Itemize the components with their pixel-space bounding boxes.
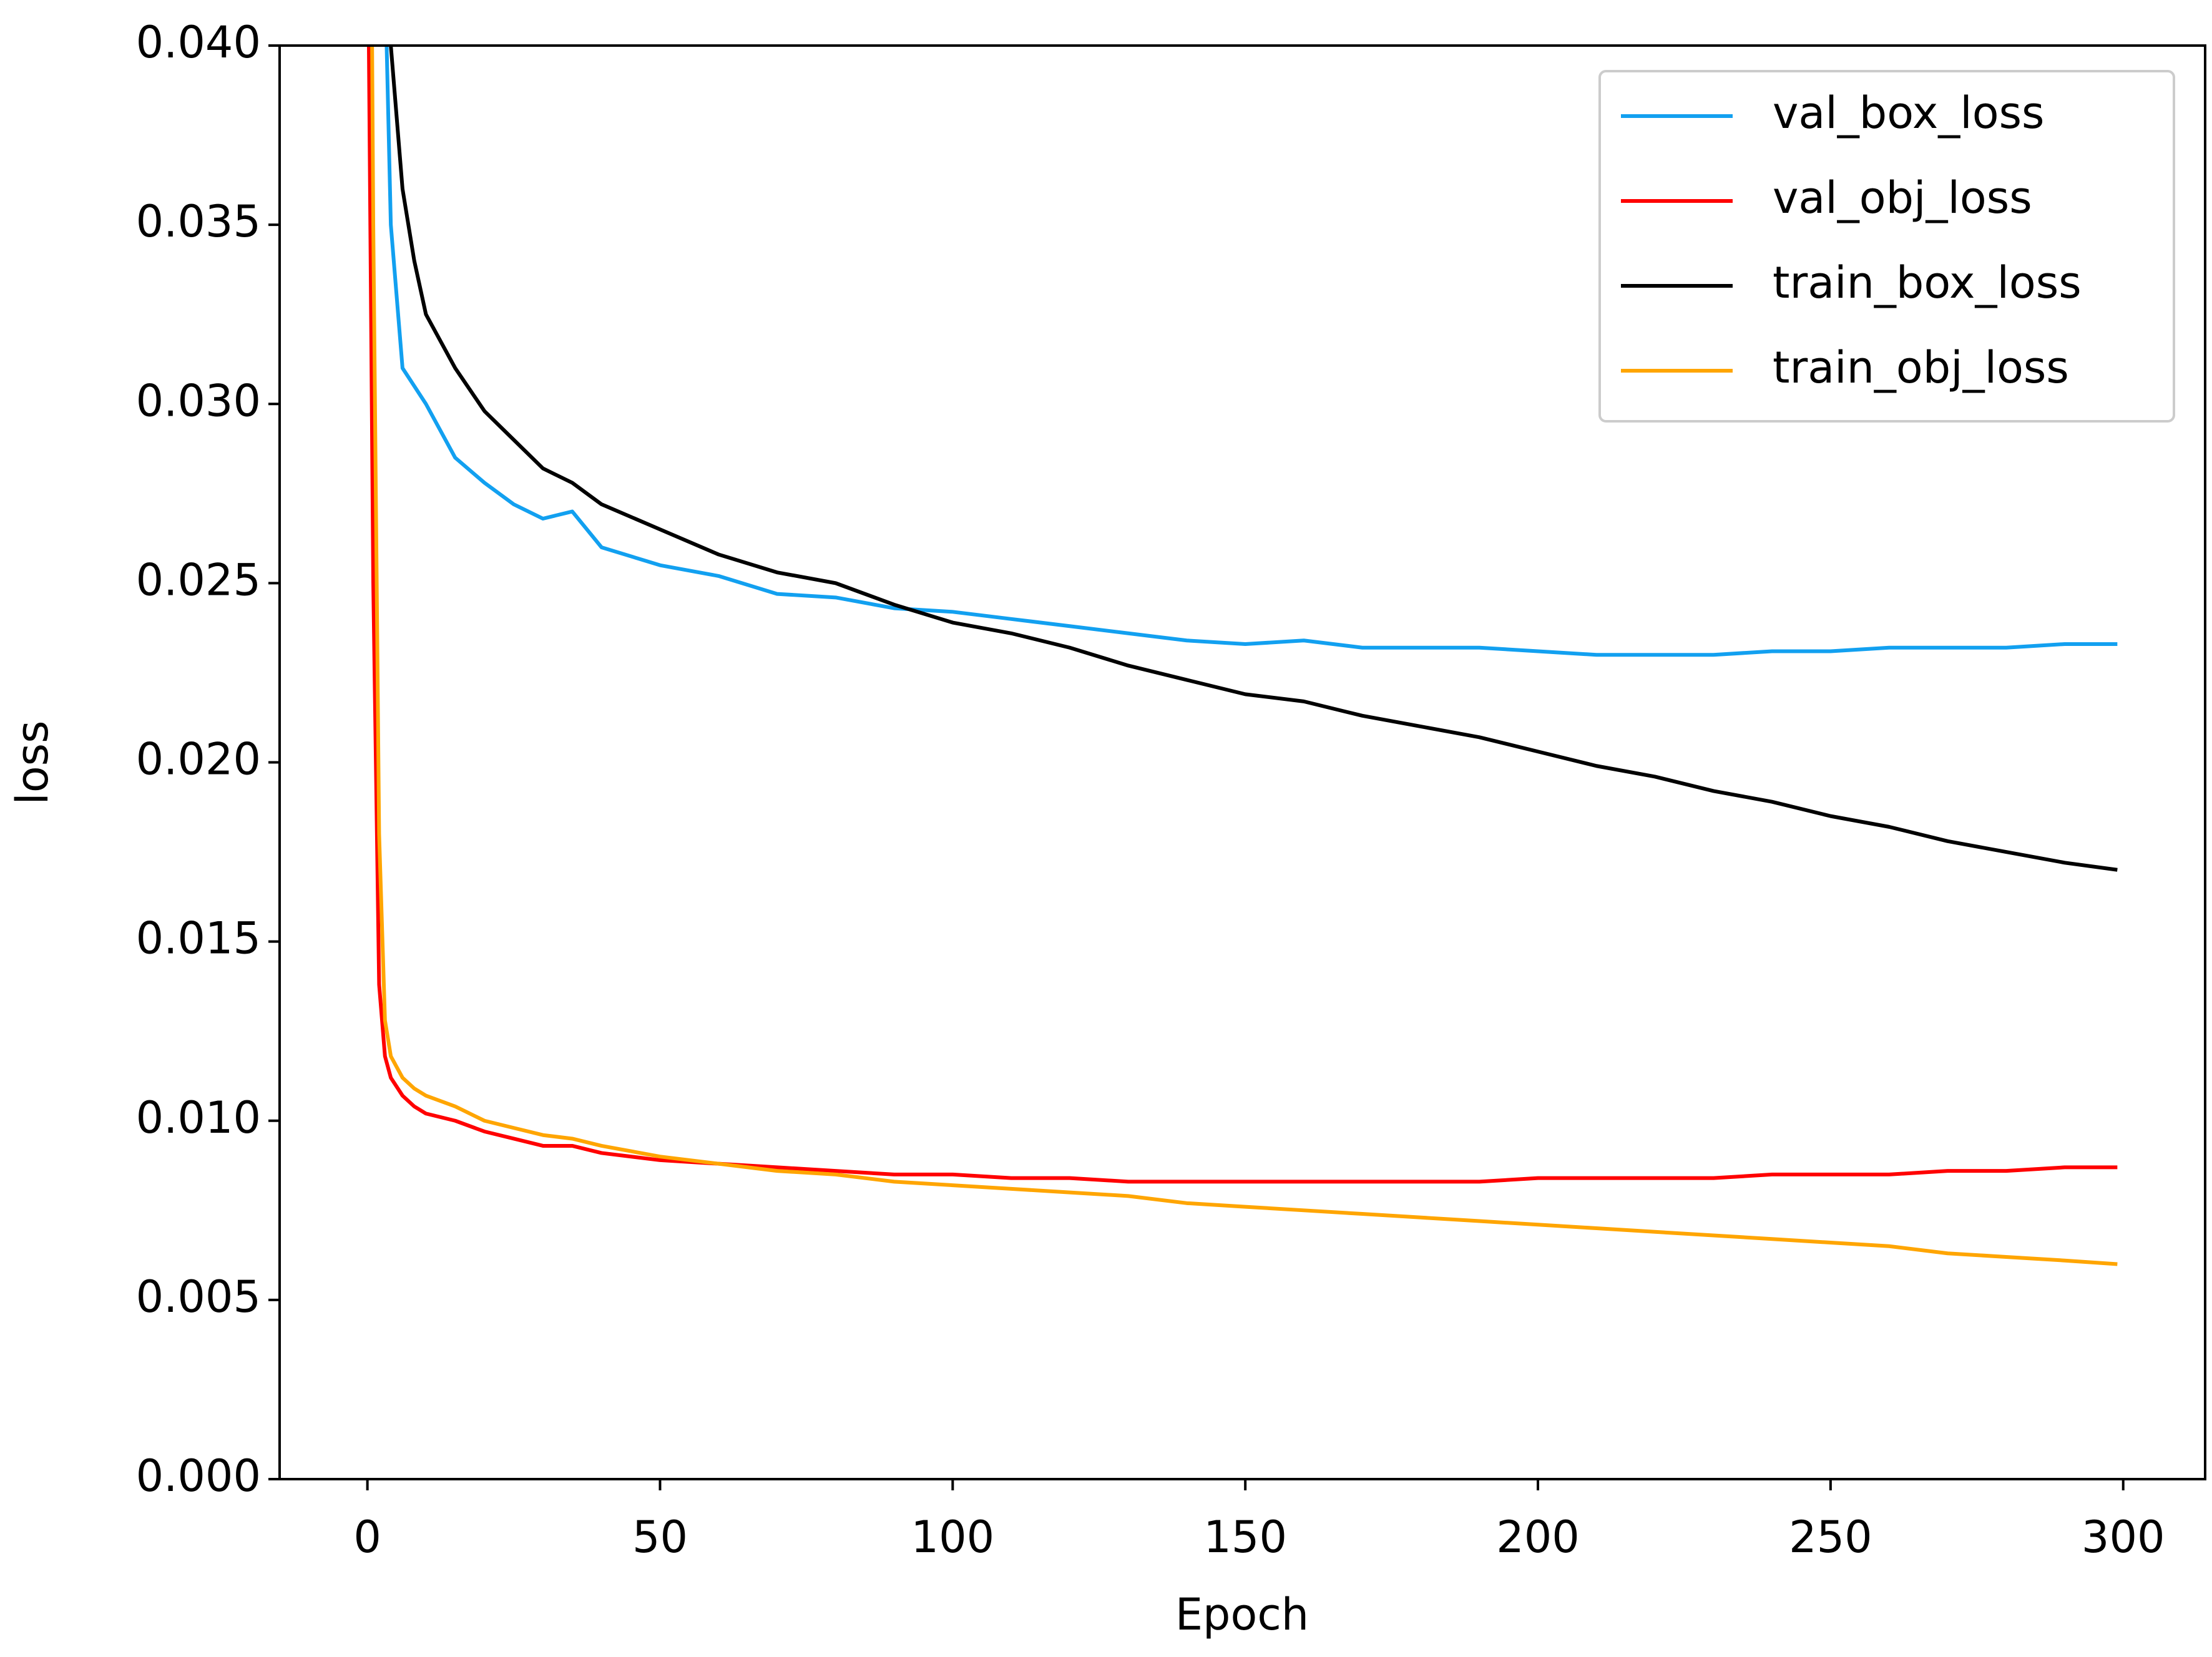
x-tick-label: 200 bbox=[1496, 1512, 1580, 1563]
x-tick-label: 50 bbox=[632, 1512, 688, 1563]
plot-area bbox=[366, 46, 2118, 1266]
y-tick-label: 0.020 bbox=[136, 734, 261, 785]
x-tick-label: 0 bbox=[353, 1512, 381, 1563]
y-axis-label: loss bbox=[7, 720, 58, 804]
series-line bbox=[384, 46, 2118, 657]
x-tick-label: 300 bbox=[2082, 1512, 2165, 1563]
legend-label: train_obj_loss bbox=[1773, 342, 2069, 393]
series-line bbox=[366, 46, 2118, 1184]
y-tick-label: 0.010 bbox=[136, 1092, 261, 1143]
y-tick-label: 0.030 bbox=[136, 375, 261, 426]
legend-label: val_box_loss bbox=[1773, 87, 2045, 139]
axes-frame bbox=[278, 44, 2206, 1480]
x-axis-label: Epoch bbox=[1175, 1589, 1309, 1640]
series-line bbox=[370, 46, 2118, 1266]
y-tick-label: 0.005 bbox=[136, 1271, 261, 1322]
y-tick-label: 0.040 bbox=[136, 17, 261, 68]
y-tick-label: 0.035 bbox=[136, 196, 261, 247]
legend-label: val_obj_loss bbox=[1773, 172, 2032, 223]
x-tick-label: 250 bbox=[1789, 1512, 1872, 1563]
legend-box bbox=[1598, 70, 2175, 423]
series-line bbox=[389, 46, 2118, 872]
x-tick-label: 100 bbox=[911, 1512, 995, 1563]
x-tick-label: 150 bbox=[1203, 1512, 1287, 1563]
y-tick-label: 0.000 bbox=[136, 1450, 261, 1502]
y-tick-label: 0.015 bbox=[136, 913, 261, 964]
y-tick-label: 0.025 bbox=[136, 554, 261, 605]
legend-label: train_box_loss bbox=[1773, 257, 2082, 308]
